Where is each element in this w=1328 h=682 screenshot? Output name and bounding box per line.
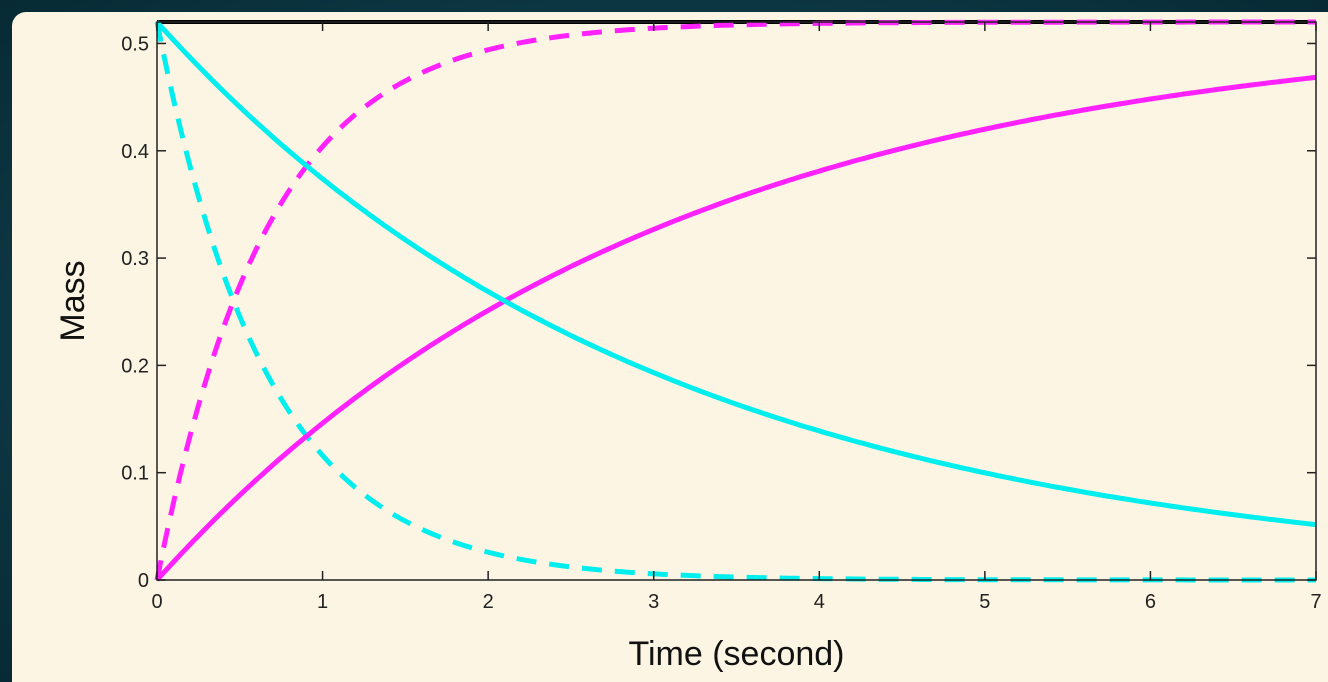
y-axis-title: Mass: [54, 260, 92, 341]
chart-marks: [154, 19, 1317, 583]
plot-frame: [156, 21, 1317, 581]
x-tick-label: 4: [814, 591, 825, 613]
y-tick-label: 0.5: [121, 33, 149, 55]
x-tick-label: 0: [151, 591, 162, 613]
y-tick-label: 0.2: [121, 355, 149, 377]
x-axis-title: Time (second): [628, 635, 844, 673]
series-line-2: [154, 21, 1316, 583]
y-tick-label: 0.1: [121, 463, 149, 485]
chart-axes: 0 1 2 3 4 5 6 7 0 0.1 0.2 0.3 0.4 0.5: [121, 21, 1322, 613]
x-tick-label: 3: [648, 591, 659, 613]
x-tick-label: 6: [1145, 591, 1156, 613]
series-line-3: [155, 74, 1317, 582]
chart-panel: 0 1 2 3 4 5 6 7 0 0.1 0.2 0.3 0.4 0.5 Time (second) M…: [12, 12, 1328, 682]
line-chart: 0 1 2 3 4 5 6 7 0 0.1 0.2 0.3 0.4 0.5 Time (second) M…: [54, 19, 1322, 673]
series-line-4: [155, 20, 1317, 528]
x-tick-label: 7: [1310, 591, 1321, 613]
x-tick-label: 5: [979, 591, 990, 613]
y-tick-label: 0.4: [121, 141, 149, 163]
x-tick-label: 1: [317, 591, 328, 613]
y-tick-label: 0.3: [121, 248, 149, 270]
y-tick-label: 0: [138, 570, 149, 592]
x-tick-label: 2: [483, 591, 494, 613]
series-line-1: [154, 19, 1316, 581]
